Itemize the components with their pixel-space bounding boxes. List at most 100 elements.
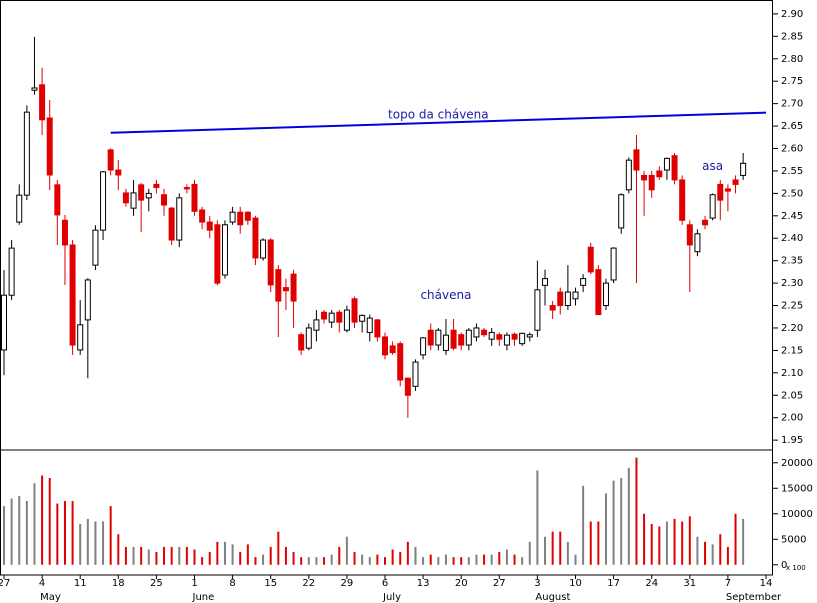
candle-body bbox=[694, 233, 701, 253]
candle-body bbox=[427, 329, 434, 346]
candle-body bbox=[267, 239, 274, 286]
candle-body bbox=[602, 282, 609, 307]
candle-body bbox=[161, 194, 168, 206]
candle-body bbox=[290, 273, 297, 302]
y-tick-label: 2.20 bbox=[781, 323, 803, 334]
x-tick-label: 22 bbox=[302, 578, 315, 589]
candle-body bbox=[275, 269, 282, 302]
candle-body bbox=[305, 327, 312, 349]
candle-body bbox=[481, 329, 488, 336]
candle-body bbox=[343, 309, 350, 331]
candle-body bbox=[107, 149, 114, 171]
candle-body bbox=[252, 217, 259, 259]
candle-body bbox=[206, 221, 213, 231]
candle-body bbox=[237, 211, 244, 226]
candle-body bbox=[23, 111, 30, 196]
candle-body bbox=[717, 183, 724, 201]
candle-body bbox=[526, 334, 533, 338]
candle-body bbox=[46, 117, 53, 176]
candle-body bbox=[359, 314, 366, 322]
candle-body bbox=[382, 336, 388, 356]
y-tick-label: 2.80 bbox=[781, 54, 803, 65]
candle-body bbox=[458, 334, 465, 346]
candle-body bbox=[115, 169, 122, 176]
y-tick-label: 2.30 bbox=[781, 278, 803, 289]
volume-panel bbox=[0, 449, 773, 576]
candle-body bbox=[31, 87, 38, 91]
volume-tick-label: 20000 bbox=[781, 458, 813, 469]
candle-body bbox=[557, 291, 564, 307]
y-tick-label: 2.85 bbox=[781, 31, 803, 42]
candle-body bbox=[351, 298, 358, 323]
candle-body bbox=[671, 155, 678, 181]
candle-body bbox=[374, 319, 381, 338]
candle-body bbox=[435, 329, 442, 346]
x-tick-label: 13 bbox=[417, 578, 430, 589]
y-tick-label: 2.70 bbox=[781, 99, 803, 110]
candle-body bbox=[176, 197, 183, 241]
month-label: September bbox=[726, 592, 782, 603]
y-tick-label: 2.05 bbox=[781, 390, 803, 401]
candle-body bbox=[313, 319, 320, 331]
candle-body bbox=[183, 187, 190, 190]
candle-body bbox=[465, 329, 472, 346]
y-tick-label: 2.15 bbox=[781, 345, 803, 356]
candle-body bbox=[122, 192, 129, 204]
candle-body bbox=[54, 184, 61, 216]
candle-body bbox=[656, 170, 663, 178]
x-tick-label: 4 bbox=[39, 578, 45, 589]
candle-body bbox=[641, 174, 648, 181]
candle-body bbox=[625, 159, 632, 191]
x-tick-label: 27 bbox=[0, 578, 10, 589]
x-tick-label: 10 bbox=[569, 578, 582, 589]
candle-body bbox=[709, 194, 716, 219]
candle-body bbox=[260, 239, 267, 259]
candle-body bbox=[16, 194, 23, 223]
candle-body bbox=[679, 179, 686, 221]
candle-body bbox=[587, 246, 594, 273]
volume-tick-label: 0 bbox=[781, 560, 787, 571]
candle-body bbox=[92, 229, 99, 266]
candle-body bbox=[442, 334, 449, 351]
x-tick-label: 8 bbox=[229, 578, 235, 589]
candle-body bbox=[328, 312, 335, 323]
x-tick-label: 14 bbox=[760, 578, 773, 589]
annotation: asa bbox=[702, 159, 723, 173]
y-tick-label: 2.55 bbox=[781, 166, 803, 177]
candle-body bbox=[336, 311, 343, 323]
candle-body bbox=[420, 337, 427, 356]
month-label: May bbox=[40, 592, 61, 603]
x-tick-label: 18 bbox=[112, 578, 125, 589]
candle-body bbox=[153, 183, 160, 189]
month-label: August bbox=[535, 592, 570, 603]
candle-body bbox=[534, 289, 541, 331]
candle-body bbox=[412, 361, 419, 387]
x-tick-label: 25 bbox=[150, 578, 163, 589]
candle-body bbox=[450, 329, 457, 349]
candle-body bbox=[542, 278, 549, 286]
x-tick-label: 24 bbox=[645, 578, 658, 589]
y-tick-label: 2.90 bbox=[781, 9, 803, 20]
candle-body bbox=[503, 334, 510, 346]
candle-body bbox=[496, 334, 503, 340]
x-tick-label: 7 bbox=[725, 578, 731, 589]
candle-body bbox=[740, 162, 747, 176]
y-tick-label: 2.10 bbox=[781, 368, 803, 379]
x-tick-label: 20 bbox=[455, 578, 468, 589]
volume-tick-label: 10000 bbox=[781, 509, 813, 520]
candle-body bbox=[663, 157, 670, 171]
candle-body bbox=[77, 324, 84, 351]
candle-body bbox=[488, 331, 495, 340]
candle-body bbox=[214, 224, 221, 284]
candle-body bbox=[221, 224, 228, 276]
candle-body bbox=[61, 219, 68, 246]
annotation: chávena bbox=[420, 288, 471, 302]
candle-body bbox=[549, 305, 556, 311]
candle-body bbox=[648, 174, 655, 191]
candle-body bbox=[595, 269, 602, 316]
x-tick-label: 17 bbox=[607, 578, 620, 589]
x-tick-label: 29 bbox=[341, 578, 354, 589]
candle-body bbox=[84, 279, 91, 321]
x-tick-label: 15 bbox=[264, 578, 277, 589]
